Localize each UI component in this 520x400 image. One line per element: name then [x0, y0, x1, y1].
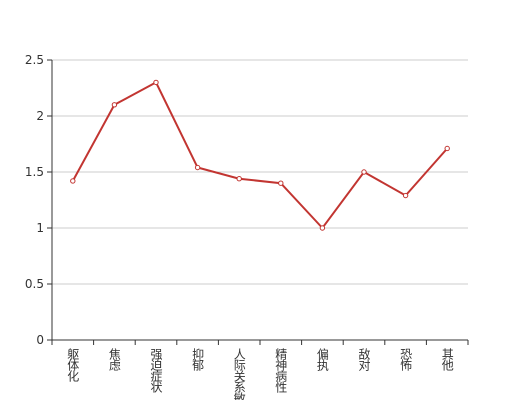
x-tick-label: 其他	[440, 348, 454, 371]
point	[153, 79, 159, 86]
x-tick-label: 恐怖	[399, 348, 413, 371]
point	[70, 178, 76, 184]
point	[236, 176, 242, 182]
x-tick-label: 敌对	[357, 347, 371, 371]
point	[278, 180, 284, 186]
line	[71, 81, 448, 230]
y-tick-label: 2.5	[25, 53, 44, 67]
y-tick-label: 0	[36, 333, 44, 347]
x-tick-label: 抑郁	[191, 347, 205, 372]
y-tick-label: 0.5	[25, 277, 44, 291]
x-tick-label: 躯体化	[66, 347, 80, 383]
x-tick-label: 人际关系敏感	[232, 348, 246, 400]
point	[402, 192, 409, 199]
x-tick-label: 精神病性	[274, 348, 288, 394]
x-tick-label: 焦虑	[107, 348, 121, 371]
point	[444, 145, 450, 152]
point	[319, 225, 326, 231]
y-tick-label: 1.5	[25, 165, 44, 179]
y-tick-label: 2	[36, 109, 44, 123]
x-tick-label: 强迫症状	[149, 348, 163, 393]
point	[361, 169, 367, 175]
y-tick-label: 1	[36, 221, 44, 235]
x-tick-label: 偏执	[315, 347, 329, 372]
point	[194, 164, 201, 171]
point	[111, 102, 118, 108]
